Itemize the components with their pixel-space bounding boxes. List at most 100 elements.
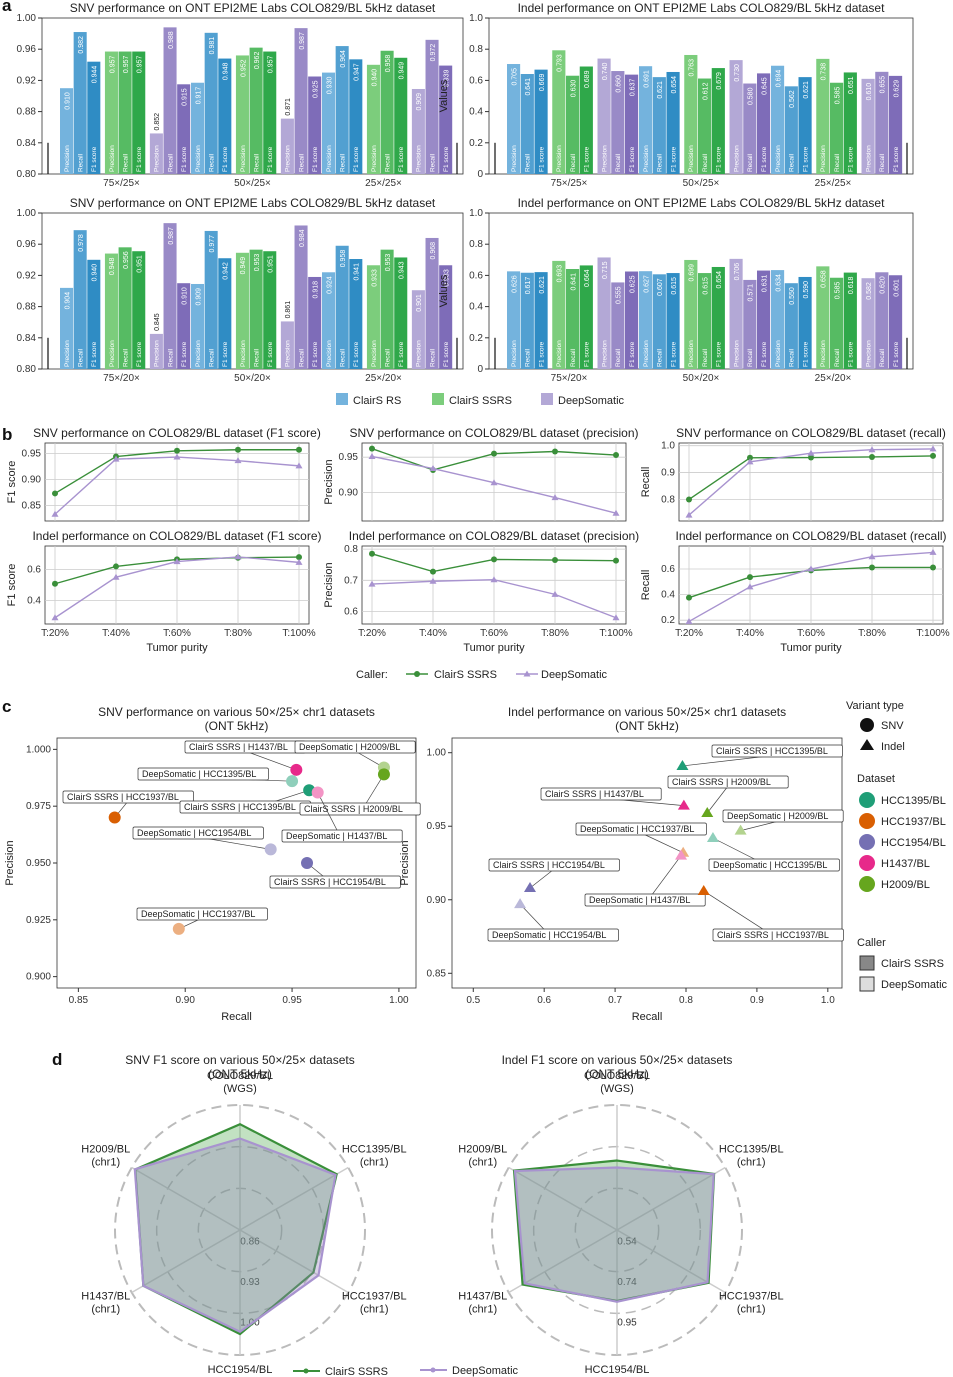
radar-axis-label: COLO829/BL — [584, 1070, 650, 1082]
annotation-label: DeepSomatic | HCC1954/BL — [492, 930, 606, 940]
radar-spoke — [239, 1229, 349, 1294]
data-point — [807, 449, 815, 456]
metric-label: Recall — [77, 153, 84, 172]
panel-label-b: b — [2, 425, 12, 444]
annotation-label: ClairS SSRS | H1437/BL — [545, 789, 644, 799]
legend-marker — [859, 955, 875, 971]
metric-label: Recall — [429, 348, 436, 367]
y-tick-label: 0.85 — [427, 968, 447, 979]
bar — [294, 28, 308, 174]
bar — [308, 276, 322, 369]
group-label: 25×/25× — [365, 178, 402, 189]
value-label: 0.641 — [525, 78, 532, 96]
value-label: 0.958 — [385, 55, 392, 73]
radar-axis-label: H2009/BL — [81, 1144, 130, 1156]
panel-label-c: c — [2, 697, 11, 716]
legend-marker — [860, 739, 874, 750]
radar-axis-label: (WGS) — [600, 1083, 634, 1095]
metric-label: Precision — [154, 145, 161, 172]
data-point — [290, 763, 303, 776]
bar — [552, 260, 566, 369]
metric-label: F1 score — [222, 146, 229, 172]
bar — [757, 270, 771, 369]
radar-axis-label: (chr1) — [468, 1304, 497, 1316]
x-tick-label: 0.5 — [466, 995, 480, 1006]
data-point — [264, 843, 277, 856]
metric-label: F1 score — [222, 341, 229, 367]
data-point — [524, 882, 536, 892]
legend-marker — [430, 1367, 436, 1373]
bar — [73, 230, 87, 369]
data-point — [301, 857, 314, 869]
radar-spoke — [508, 1229, 618, 1294]
data-point — [868, 446, 876, 453]
data-point — [296, 554, 302, 561]
value-label: 0.590 — [803, 281, 810, 299]
metric-label: Recall — [879, 153, 886, 172]
value-label: 0.930 — [326, 77, 333, 95]
value-label: 0.585 — [834, 87, 841, 105]
annotation-box — [136, 907, 268, 921]
y-axis-label: Precision — [323, 459, 335, 504]
metric-label: Precision — [820, 340, 827, 367]
y-tick-label: 0.96 — [17, 239, 37, 250]
radar-ring-label: 0.74 — [617, 1277, 637, 1288]
data-point — [746, 458, 754, 465]
metric-label: Precision — [733, 145, 740, 172]
bar — [60, 287, 74, 369]
chart-subtitle: (ONT 5kHz) — [205, 719, 269, 733]
metric-label: Precision — [109, 145, 116, 172]
value-label: 0.988 — [168, 31, 175, 49]
bar — [218, 258, 232, 369]
metric-label: Precision — [556, 145, 563, 172]
radar-axis-label: (chr1) — [737, 1304, 766, 1316]
radar-spoke — [508, 1166, 618, 1231]
annotation-label: DeepSomatic | HCC1937/BL — [141, 909, 255, 919]
metric-label: Recall — [339, 153, 346, 172]
plot-frame — [451, 737, 843, 989]
value-label: 0.951 — [137, 255, 144, 273]
metric-label: Recall — [429, 153, 436, 172]
y-tick-label: 0.90 — [427, 895, 447, 906]
y-axis-label: Recall — [640, 467, 652, 498]
x-tick-label: T:60% — [480, 628, 508, 639]
bar — [366, 64, 380, 174]
metric-label: F1 score — [181, 341, 188, 367]
value-label: 0.972 — [430, 44, 437, 62]
bar — [335, 245, 349, 369]
value-label: 0.987 — [299, 32, 306, 50]
x-tick-label: 1.0 — [821, 995, 835, 1006]
x-tick-label: T:20% — [675, 628, 703, 639]
metric-label: Recall — [834, 153, 841, 172]
value-label: 0.917 — [195, 87, 202, 105]
group-label: 25×/25× — [815, 178, 852, 189]
legend-marker — [859, 792, 875, 808]
bar — [349, 59, 363, 175]
y-tick-label: 0.84 — [17, 138, 37, 149]
x-tick-label: 0.85 — [69, 995, 89, 1006]
bar — [666, 273, 680, 369]
bar — [798, 276, 812, 369]
value-label: 0.562 — [789, 90, 796, 108]
value-label: 0.607 — [657, 278, 664, 296]
bar — [743, 279, 757, 369]
metric-label: F1 score — [629, 341, 636, 367]
value-label: 0.952 — [240, 59, 247, 77]
bar — [249, 249, 263, 369]
y-axis-label: Values — [0, 79, 3, 112]
data-point — [296, 446, 302, 453]
bar — [889, 75, 903, 174]
y-tick-label: 0.925 — [26, 915, 51, 926]
x-axis-label: Tumor purity — [780, 642, 842, 654]
metric-label: Precision — [285, 145, 292, 172]
y-tick-label: 0.975 — [26, 801, 51, 812]
legend-swatch — [432, 393, 444, 405]
metric-label: F1 score — [584, 341, 591, 367]
y-tick-label: 0.92 — [17, 270, 37, 281]
metric-label: Recall — [208, 348, 215, 367]
bar — [425, 237, 439, 369]
y-tick-label: 0.9 — [661, 468, 675, 479]
value-label: 0.621 — [657, 81, 664, 99]
chart-title: Indel performance on COLO829/BL dataset … — [32, 529, 321, 543]
value-label: 0.964 — [340, 50, 347, 68]
